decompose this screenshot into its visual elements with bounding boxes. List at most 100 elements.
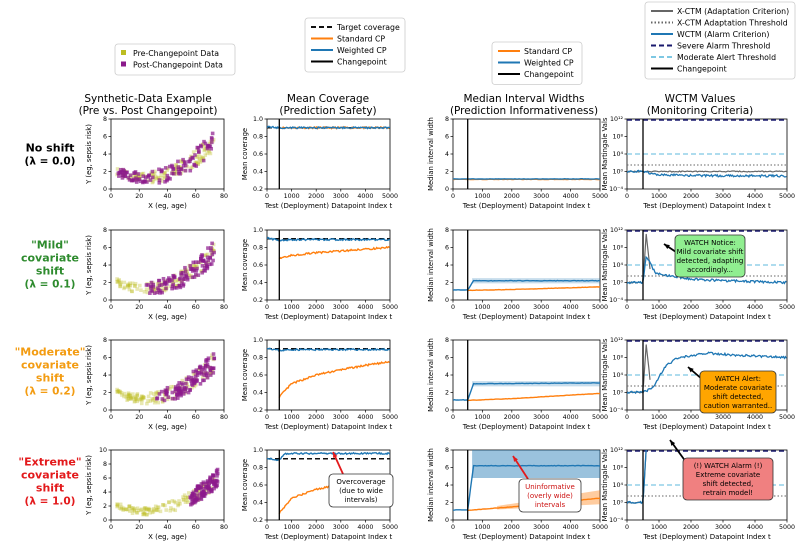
x-tick-label: 4000 [357,193,373,200]
row-title-line: shift [36,265,64,278]
post-changepoint-point [186,390,191,395]
post-changepoint-point [173,387,178,392]
column-title: Mean Coverage [287,93,369,105]
post-changepoint-point [192,275,197,279]
pre-changepoint-point [139,401,144,406]
pre-changepoint-point [191,150,196,154]
x-tick-label: 5000 [592,414,608,421]
pre-changepoint-point [122,394,126,399]
pre-changepoint-point [135,510,140,515]
x-tick-label: 0 [109,524,113,531]
pre-changepoint-point [192,264,197,269]
y-axis-label: Median interval width [427,338,435,412]
wctm-line [627,169,787,179]
pre-changepoint-point [130,289,134,294]
pre-changepoint-point [134,510,139,515]
pre-changepoint-point [135,506,140,511]
pre-changepoint-point [121,508,125,512]
post-changepoint-point [190,269,195,273]
y-tick-label: 2 [103,280,107,287]
post-changepoint-point [177,381,181,385]
legend-entry-label: Moderate Alert Threshold [677,53,776,62]
post-changepoint-point [167,164,172,169]
scatter-points [115,241,216,295]
y-tick-label: 0.4 [253,390,263,397]
y-tick-label: 0.2 [253,297,263,304]
annotation-text: shift detected, [713,393,764,401]
x-tick-label: 1000 [284,193,300,200]
legend-entry-label: Changepoint [337,58,387,67]
annotation-arrowhead [664,244,670,250]
pre-changepoint-point [154,176,158,181]
y-tick-label: 10⁰ [612,280,623,287]
x-axis-label: Test (Deployment) Datapoint Index t [462,313,591,321]
y-tick-label: 4 [445,482,449,489]
pre-changepoint-point [139,395,144,399]
x-tick-label: 0 [265,304,269,311]
x-tick-label: 5000 [779,193,795,200]
pre-changepoint-point [175,284,179,288]
pre-changepoint-point [130,507,135,512]
y-tick-label: 0.4 [253,169,263,176]
scatter-points [115,131,216,185]
post-changepoint-point [195,496,200,501]
pre-changepoint-point [185,498,189,503]
y-tick-label: 0.8 [253,465,263,472]
x-tick-label: 5000 [382,524,398,531]
pre-changepoint-point [134,397,139,402]
x-tick-label: 0 [265,414,269,421]
pre-changepoint-point [206,260,211,264]
pre-changepoint-point [128,396,133,401]
pre-changepoint-point [115,279,120,284]
post-changepoint-point [194,378,199,382]
pre-changepoint-point [160,400,165,404]
legend-entry-label: Weighted CP [524,59,574,68]
pre-changepoint-point [161,503,165,507]
pre-changepoint-point [168,284,173,289]
y-tick-label: 10⁸ [612,245,623,252]
pre-changepoint-point [144,507,149,512]
post-changepoint-point [181,270,185,275]
post-changepoint-point [210,241,214,246]
x-tick-label: 20 [135,524,143,531]
pre-changepoint-point [127,283,132,288]
y-tick-label: 10⁰ [612,390,623,397]
post-changepoint-point [181,157,185,162]
post-changepoint-point [165,385,170,390]
post-changepoint-point [157,283,162,288]
pre-changepoint-point [119,505,124,510]
pre-changepoint-point [133,397,138,401]
post-changepoint-point [211,371,216,375]
pre-changepoint-point [152,400,157,405]
post-changepoint-point [199,257,203,261]
post-changepoint-point [149,288,153,293]
pre-changepoint-point [190,165,195,169]
pre-changepoint-point [145,290,150,295]
pre-changepoint-point [144,287,149,292]
pre-changepoint-point [140,397,144,402]
post-changepoint-point [151,282,156,287]
y-axis-label: Mean Martingale Vals [601,338,609,411]
post-changepoint-point [166,176,171,180]
pre-changepoint-point [126,397,131,401]
pre-changepoint-point [126,507,130,512]
pre-changepoint-point [115,387,119,392]
pre-changepoint-point [136,174,141,178]
legend-entry-label: Severe Alarm Threshold [677,42,770,51]
pre-changepoint-point [152,171,157,176]
pre-changepoint-point [142,395,146,400]
pre-changepoint-point [130,281,135,286]
pre-changepoint-point [197,489,202,494]
y-tick-label: 0.6 [253,262,263,269]
y-axis-label: Median interval width [427,228,435,302]
post-changepoint-point [183,269,188,274]
post-changepoint-point [159,389,164,394]
pre-changepoint-point [119,280,123,285]
post-changepoint-point [209,246,213,250]
row-title-line: covariate [21,359,79,372]
pre-changepoint-point [194,262,199,267]
pre-changepoint-point [151,179,155,184]
x-tick-label: 5000 [779,304,795,311]
legend-marker [121,61,126,67]
pre-changepoint-point [194,161,199,165]
